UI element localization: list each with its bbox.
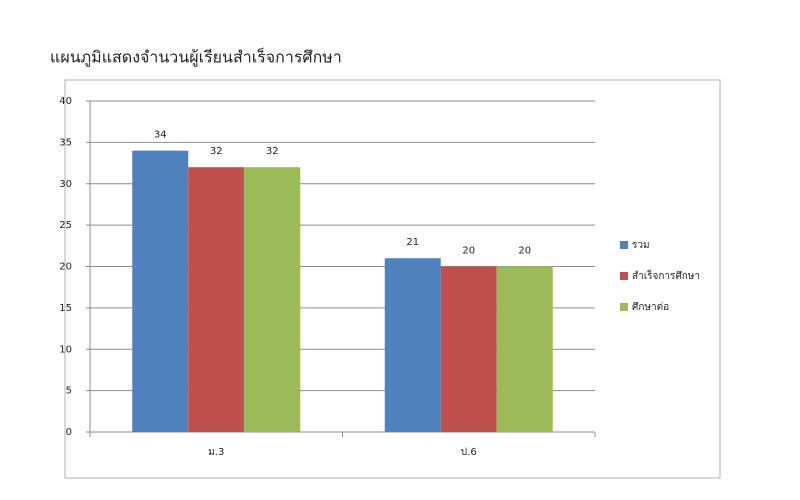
- legend-label: สำเร็จการศึกษา: [632, 268, 700, 282]
- y-tick-label: 10: [59, 344, 72, 355]
- bar: [384, 258, 441, 432]
- y-tick-label: 30: [59, 179, 72, 190]
- legend-label: ศึกษาต่อ: [632, 301, 669, 313]
- y-tick-label: 35: [59, 137, 72, 148]
- value-label: 32: [266, 146, 279, 157]
- y-tick-label: 15: [59, 303, 72, 314]
- bar: [244, 167, 301, 432]
- legend-swatch: [620, 272, 628, 280]
- legend-swatch: [620, 241, 628, 249]
- value-label: 21: [406, 237, 419, 248]
- chart-frame: [64, 79, 721, 479]
- legend-label: รวม: [632, 240, 650, 251]
- chart-title: แผนภูมิแสดงจำนวนผู้เรียนสำเร็จการศึกษา: [50, 47, 342, 68]
- value-label: 34: [154, 130, 167, 141]
- y-tick-label: 25: [59, 220, 72, 231]
- y-tick-label: 0: [66, 427, 72, 438]
- value-label: 32: [210, 146, 223, 157]
- y-tick-label: 20: [59, 262, 72, 273]
- legend-swatch: [620, 303, 628, 311]
- y-tick-label: 5: [66, 386, 72, 397]
- value-label: 20: [518, 246, 531, 257]
- x-tick-label: ม.3: [208, 447, 224, 458]
- bar: [132, 150, 189, 432]
- bar: [188, 167, 245, 432]
- bar: [440, 266, 497, 432]
- x-tick-label: ป.6: [461, 447, 477, 458]
- bar: [496, 266, 553, 432]
- y-tick-label: 40: [59, 96, 72, 107]
- value-label: 20: [462, 246, 475, 257]
